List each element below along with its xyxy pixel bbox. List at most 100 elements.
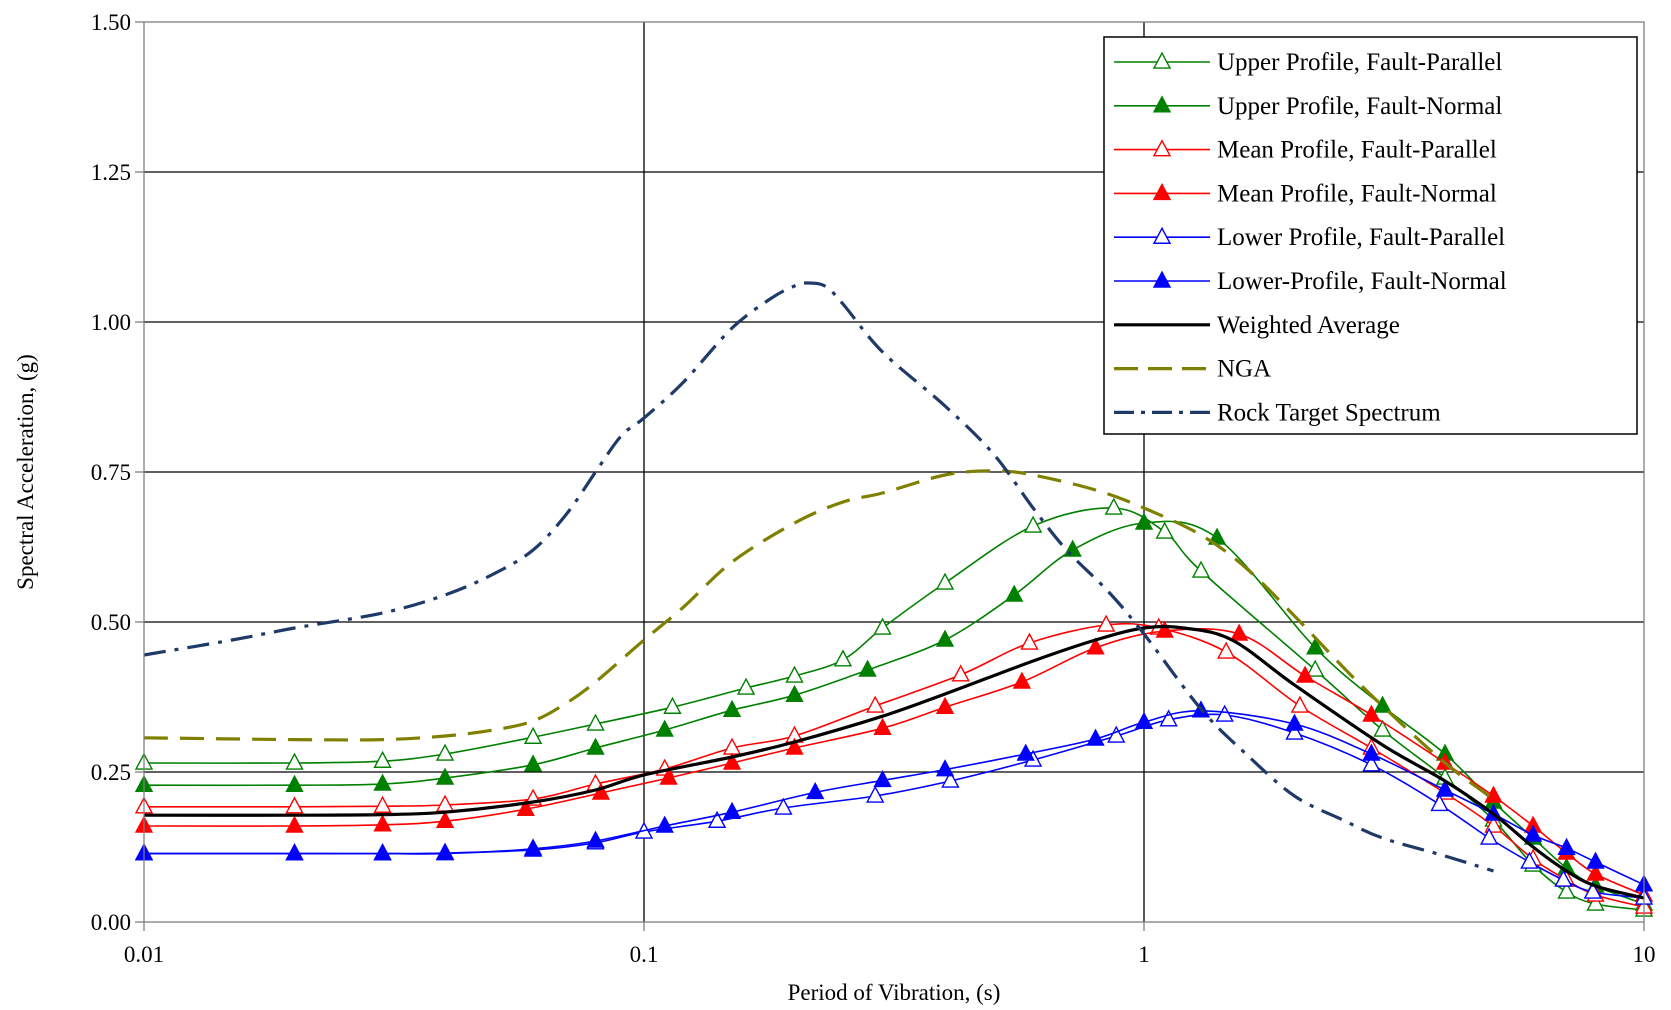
data-point: [1191, 560, 1211, 578]
series-6: [143, 624, 1645, 900]
data-point: [1523, 824, 1543, 842]
data-point: [1290, 695, 1310, 713]
data-point: [586, 737, 605, 755]
data-point: [935, 759, 955, 777]
data-point: [1155, 620, 1174, 638]
data-point: [1285, 713, 1304, 731]
ticks: 0.00 0.25 0.50 0.75 1.00 1.25 1.50 0.01 0.1 1 10: [91, 10, 1656, 967]
data-point: [866, 695, 885, 713]
series-line: [143, 281, 1494, 873]
data-point: [1362, 743, 1381, 761]
series-line: [143, 469, 1495, 801]
data-point: [1086, 728, 1105, 746]
data-point: [1230, 623, 1249, 641]
data-point: [516, 798, 535, 816]
data-point: [655, 719, 674, 737]
data-point: [785, 665, 804, 683]
data-point: [285, 815, 304, 833]
data-point: [285, 843, 304, 861]
data-point: [523, 754, 543, 772]
series-line: [143, 507, 1645, 911]
x-tick-label: 1: [1138, 942, 1150, 967]
legend-marker: [1152, 226, 1172, 244]
data-point: [785, 684, 804, 702]
data-point: [1217, 641, 1236, 659]
data-point: [1362, 704, 1381, 722]
data-point: [1020, 632, 1039, 650]
data-point: [1096, 614, 1116, 632]
data-point: [873, 717, 892, 735]
data-point: [1557, 837, 1576, 855]
data-point: [935, 629, 955, 647]
data-point: [285, 774, 304, 792]
data-point: [659, 767, 678, 785]
data-point: [1086, 637, 1105, 655]
data-point: [1484, 815, 1503, 833]
data-point: [1023, 515, 1043, 533]
data-point: [866, 785, 885, 803]
data-point: [373, 843, 392, 861]
data-point: [586, 830, 605, 848]
legend-marker: [1152, 139, 1172, 157]
data-point: [1586, 851, 1605, 869]
data-point: [1306, 637, 1325, 655]
data-point: [1134, 711, 1154, 729]
data-point: [873, 617, 892, 635]
data-point: [586, 713, 605, 731]
data-point: [935, 572, 955, 590]
data-point: [1104, 497, 1123, 515]
x-tick-label: 0.01: [124, 942, 164, 967]
y-tick-label: 0.75: [91, 460, 131, 485]
data-point: [435, 767, 455, 785]
legend: Upper Profile, Fault-Parallel Upper Profi…: [1103, 36, 1638, 435]
data-point: [373, 750, 392, 768]
data-point: [1479, 827, 1499, 845]
data-point: [833, 649, 853, 667]
data-point: [1306, 659, 1325, 677]
data-point: [523, 838, 543, 856]
y-tick-label: 1.50: [91, 10, 131, 35]
series-line: [143, 624, 1645, 900]
legend-label: Mean Profile, Fault-Normal: [1217, 180, 1497, 207]
data-point: [1586, 893, 1605, 911]
legend-label: Upper Profile, Fault-Parallel: [1217, 49, 1502, 76]
data-point: [774, 797, 793, 815]
data-point: [663, 696, 682, 714]
legend-label: Rock Target Spectrum: [1217, 399, 1441, 426]
data-point: [707, 810, 727, 828]
data-point: [1554, 869, 1573, 887]
y-tick-label: 0.00: [91, 910, 131, 935]
series-7: [143, 469, 1495, 801]
data-point: [1586, 863, 1605, 881]
y-tick-label: 0.25: [91, 760, 131, 785]
data-point: [1373, 719, 1392, 737]
data-point: [951, 664, 970, 682]
legend-marker: [1152, 95, 1172, 113]
data-point: [806, 781, 825, 800]
y-axis-label: Spectral Acceleration, (g): [13, 354, 38, 590]
data-point: [722, 699, 742, 717]
data-point: [373, 814, 392, 832]
y-tick-label: 0.50: [91, 610, 131, 635]
data-point: [655, 815, 674, 833]
legend-marker: [1152, 182, 1172, 201]
data-point: [722, 752, 742, 770]
data-point: [1155, 521, 1174, 539]
grid: [144, 22, 1644, 922]
data-point: [1134, 512, 1154, 530]
y-tick-label: 1.25: [91, 160, 131, 185]
data-point: [1159, 709, 1178, 727]
legend-marker: [1152, 270, 1172, 288]
data-point: [1016, 743, 1035, 761]
data-point: [873, 769, 892, 788]
series-8: [143, 281, 1494, 873]
legend-label: Lower Profile, Fault-Parallel: [1217, 224, 1505, 251]
data-point: [858, 659, 877, 677]
data-point: [1295, 665, 1315, 683]
data-point: [1012, 671, 1032, 689]
data-point: [1362, 754, 1381, 772]
x-tick-label: 10: [1633, 942, 1656, 967]
data-point: [1373, 695, 1392, 713]
data-point: [285, 796, 304, 814]
